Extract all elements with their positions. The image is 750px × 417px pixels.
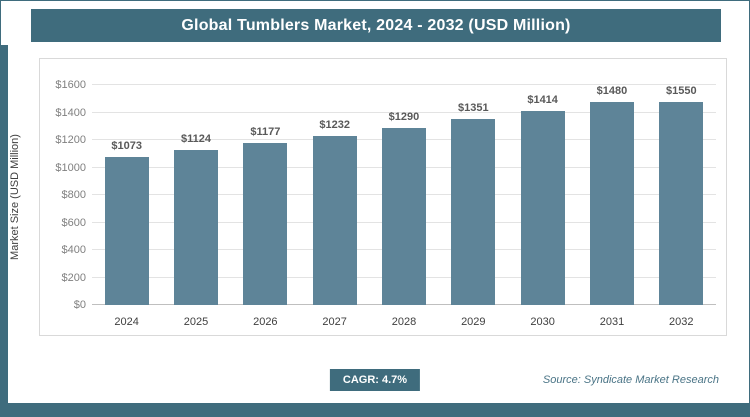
bottom-accent-bar: [1, 403, 749, 416]
bar-value-label: $1351: [458, 102, 489, 115]
bar-column: $1124: [161, 85, 230, 305]
y-axis-title: Market Size (USD Million): [9, 134, 21, 260]
bar-value-label: $1073: [111, 140, 142, 153]
bar-column: $1414: [508, 85, 577, 305]
chart-title: Global Tumblers Market, 2024 - 2032 (USD…: [181, 16, 571, 34]
gridline: [92, 84, 716, 85]
x-tick-label: 2027: [322, 316, 347, 328]
bar: [589, 102, 634, 305]
bar: [381, 127, 426, 305]
bars: $1073 $1124 $1177 $1232 $1290 $1351 $1414 $1480…: [92, 85, 716, 305]
x-tick-label: 2026: [253, 316, 278, 328]
x-tick-label: 2031: [599, 316, 625, 328]
bar: [173, 150, 218, 305]
bar: [659, 102, 704, 305]
y-tick-label: $600: [61, 216, 86, 229]
source-text: Source: Syndicate Market Research: [542, 374, 719, 386]
left-accent-stripe: [1, 45, 8, 416]
bar: [104, 157, 149, 305]
gridline: [92, 111, 716, 113]
y-tick-label: $1000: [55, 161, 86, 174]
bar-column: $1351: [439, 85, 508, 305]
y-tick-label: $400: [61, 244, 86, 256]
bar-column: $1480: [577, 85, 646, 305]
y-tick-label: $800: [61, 189, 86, 201]
x-tick-label: 2030: [530, 316, 555, 328]
y-tick-label: $1200: [55, 134, 86, 146]
bar-value-label: $1124: [181, 133, 211, 146]
bar: [243, 143, 288, 305]
bar-value-label: $1290: [388, 110, 420, 123]
y-tick-label: $1400: [55, 106, 86, 119]
bar: [520, 110, 565, 305]
bar-column: $1073: [92, 85, 161, 305]
x-tick-label: 2024: [114, 316, 139, 328]
cagr-badge: CAGR: 4.7%: [329, 369, 421, 391]
y-tick-label: $200: [61, 271, 86, 284]
bar-column: $1232: [300, 85, 369, 305]
header-bar: Global Tumblers Market, 2024 - 2032 (USD…: [31, 9, 721, 42]
bar-value-label: $1550: [665, 85, 697, 97]
bar-column: $1177: [231, 85, 300, 305]
y-axis-labels: $0 $200 $400 $600 $800 $1000 $1200 $1400 $1600: [42, 79, 86, 311]
bar-column: $1290: [369, 85, 438, 305]
bar-value-label: $1177: [250, 126, 281, 139]
y-tick-label: $1600: [55, 79, 86, 91]
x-tick-label: 2025: [183, 316, 209, 328]
bar-column: $1550: [647, 85, 716, 305]
bar-value-label: $1232: [319, 118, 350, 131]
x-tick-label: 2032: [669, 316, 694, 328]
chart-container: $0 $200 $400 $600 $800 $1000 $1200 $1400 $1600 $…: [39, 58, 727, 336]
x-axis-labels: 2024 2025 2026 2027 2028 2029 2030 2031 2032: [92, 316, 716, 328]
x-tick-label: 2028: [391, 316, 417, 328]
bar: [451, 119, 496, 305]
bar: [312, 135, 357, 305]
bar-value-label: $1480: [596, 85, 628, 97]
y-tick-label: $0: [73, 299, 86, 311]
plot-area: $0 $200 $400 $600 $800 $1000 $1200 $1400 $1600 $…: [55, 79, 716, 311]
x-tick-label: 2029: [461, 316, 486, 328]
bar-value-label: $1414: [527, 93, 558, 106]
